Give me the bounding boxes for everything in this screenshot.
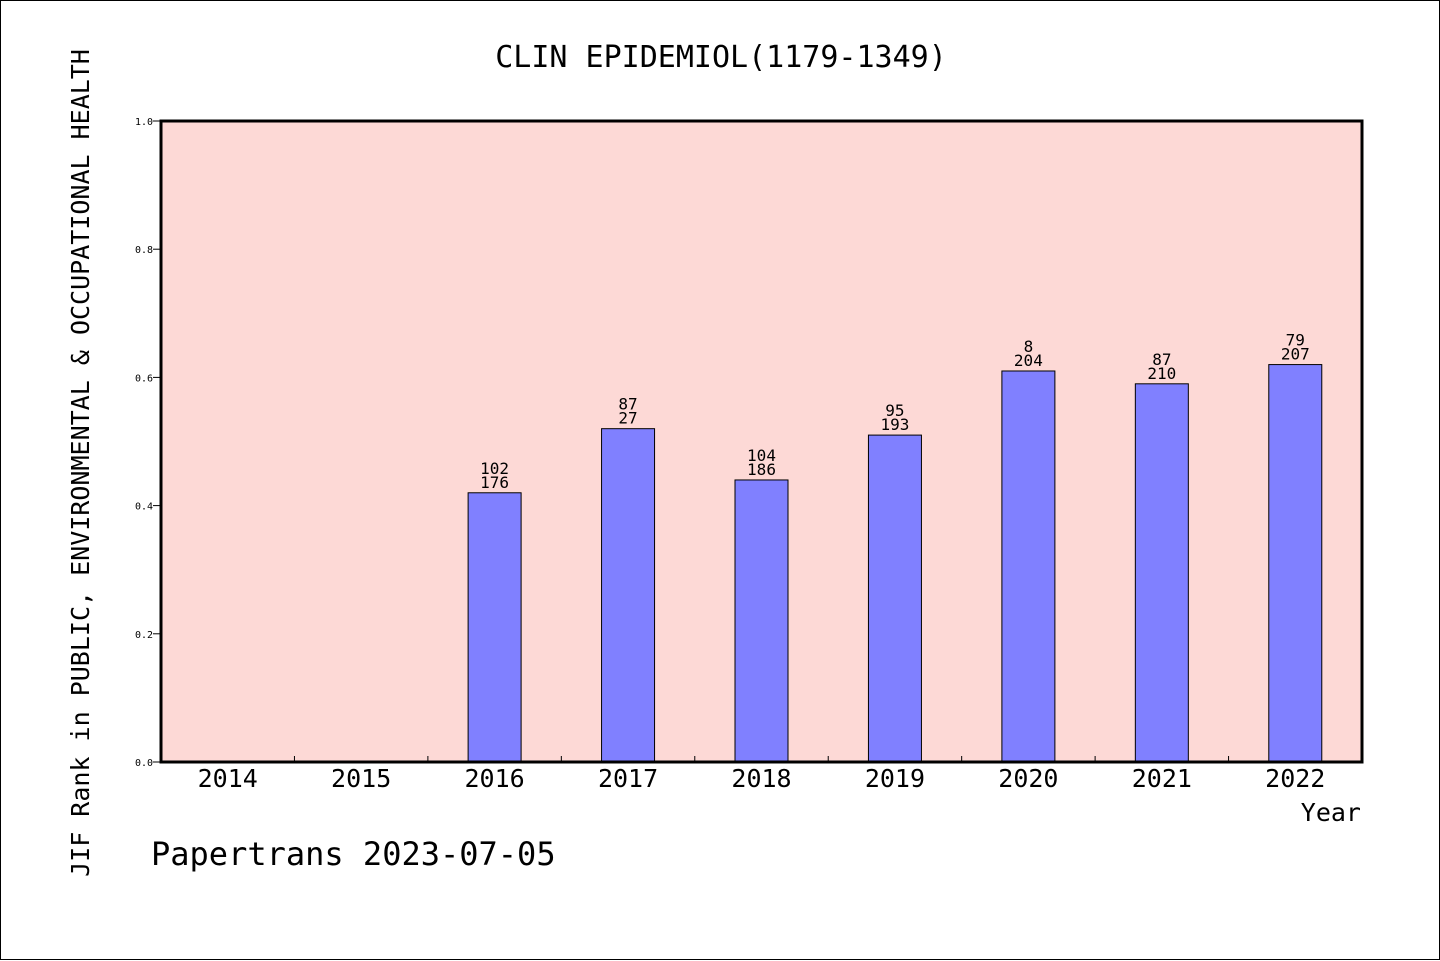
bar-label-top: 87 xyxy=(618,395,637,414)
bar-label-bottom: 186 xyxy=(747,460,776,479)
bar-2019 xyxy=(867,434,922,763)
y-tick-label: 0.2 xyxy=(135,630,153,641)
bar-2018 xyxy=(734,479,789,763)
y-tick-label: 1.0 xyxy=(135,117,153,128)
x-tick-label: 2022 xyxy=(1265,764,1325,793)
y-tick-label: 0.6 xyxy=(135,373,153,384)
bars-group xyxy=(467,364,1323,763)
bar-label-bottom: 204 xyxy=(1014,351,1043,370)
bar-label-top: 95 xyxy=(885,401,904,420)
x-axis-title: Year xyxy=(1301,798,1361,827)
bar-2021 xyxy=(1134,383,1189,763)
bar-2022 xyxy=(1268,364,1323,763)
footer-stamp: Papertrans 2023-07-05 xyxy=(151,835,556,873)
bar-2016 xyxy=(467,492,522,763)
x-tick-label: 2017 xyxy=(598,764,658,793)
plot-border xyxy=(159,119,1364,764)
bar-2017 xyxy=(601,428,656,763)
y-tick-label: 0.0 xyxy=(135,758,153,769)
bar-label-bottom: 207 xyxy=(1281,345,1310,364)
x-axis: 2014 2015 2016 2017 2018 2019 2020 2021 2022 xyxy=(198,756,1325,793)
bar-label-bottom: 210 xyxy=(1147,364,1176,383)
bar-label-bottom: 193 xyxy=(880,415,909,434)
x-tick-label: 2016 xyxy=(465,764,525,793)
bar-label-top: 87 xyxy=(1152,350,1171,369)
x-tick-label: 2021 xyxy=(1132,764,1192,793)
x-tick-label: 2014 xyxy=(198,764,258,793)
y-tick-label: 0.4 xyxy=(135,502,153,513)
x-tick-label: 2015 xyxy=(331,764,391,793)
bar-label-bottom: 176 xyxy=(480,473,509,492)
y-axis: 0.0 0.2 0.4 0.6 0.8 1.0 xyxy=(135,117,161,769)
bar-label-top: 79 xyxy=(1286,331,1305,350)
bar-2020 xyxy=(1001,370,1056,763)
x-tick-label: 2019 xyxy=(865,764,925,793)
bar-label-top: 102 xyxy=(480,459,509,478)
bar-label-bottom: 27 xyxy=(618,409,637,428)
y-axis-title: JIF Rank in PUBLIC, ENVIRONMENTAL & OCCU… xyxy=(66,49,95,877)
x-tick-label: 2018 xyxy=(731,764,791,793)
chart-title: CLIN EPIDEMIOL(1179-1349) xyxy=(495,40,947,75)
x-tick-label: 2020 xyxy=(998,764,1058,793)
y-tick-label: 0.8 xyxy=(135,245,153,256)
bar-label-top: 8 xyxy=(1024,337,1034,356)
bar-label-top: 104 xyxy=(747,446,776,465)
